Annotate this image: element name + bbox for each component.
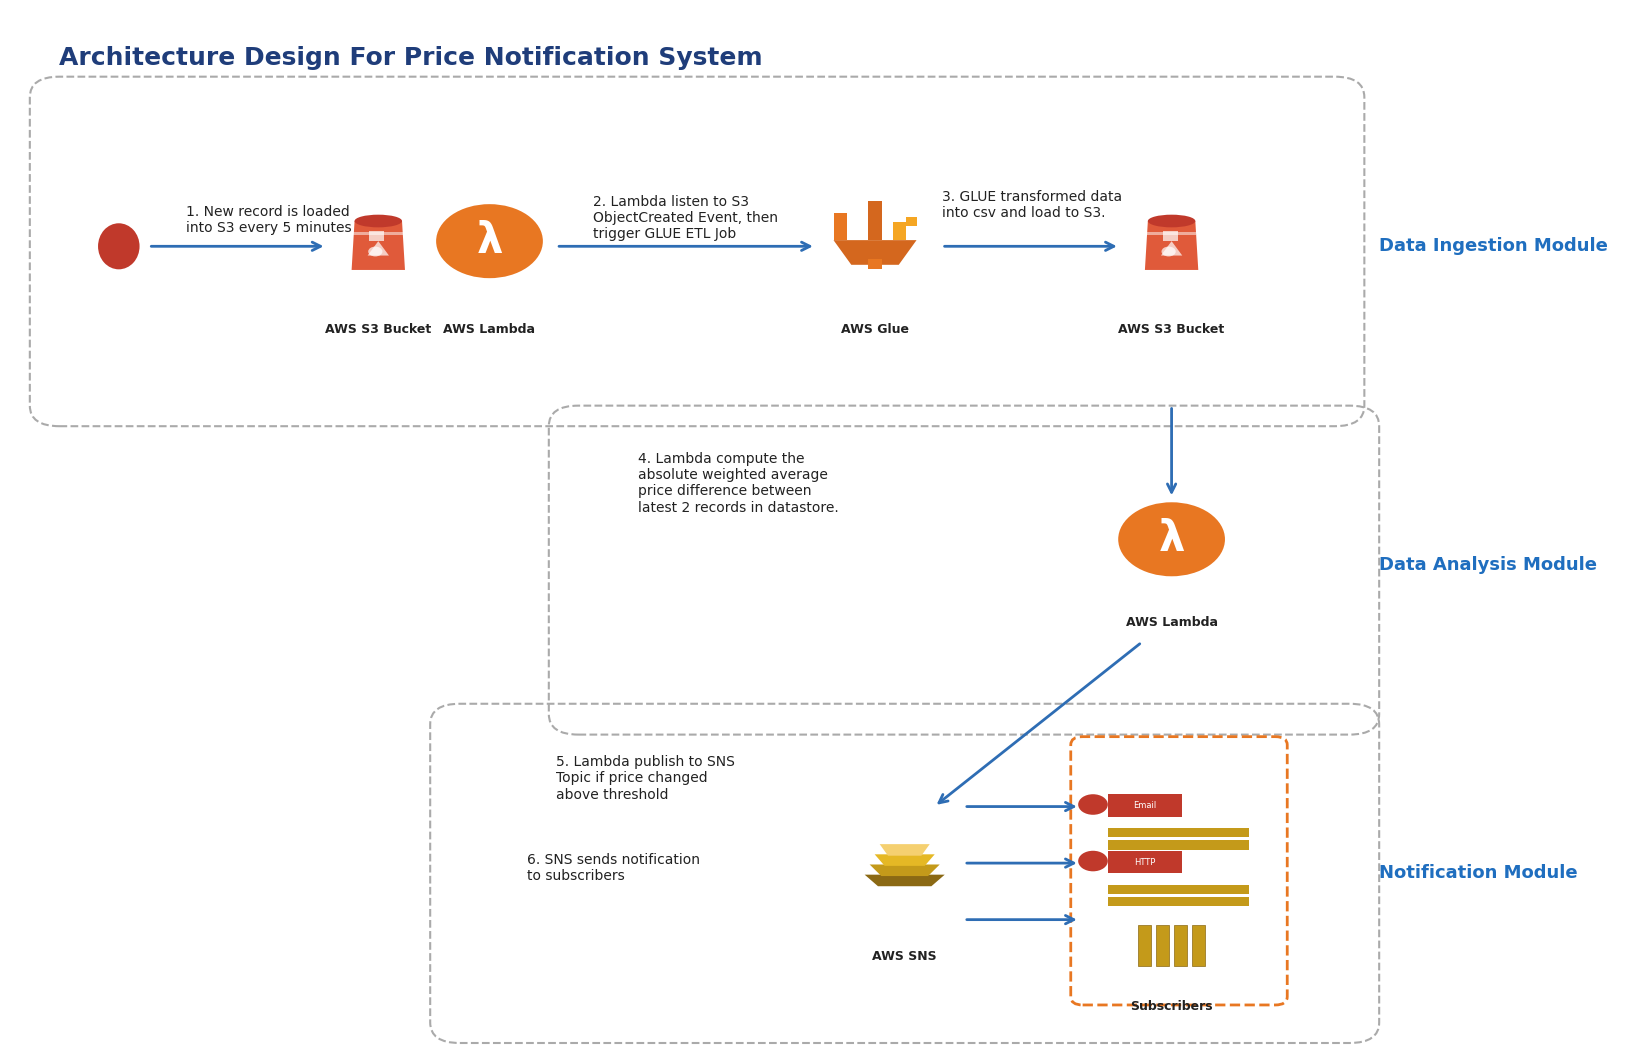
Text: Subscribers: Subscribers (1129, 1000, 1213, 1013)
Bar (1108, 884, 1247, 894)
Text: AWS SNS: AWS SNS (872, 950, 936, 964)
Polygon shape (1160, 241, 1182, 256)
Polygon shape (874, 854, 934, 865)
Text: 2. Lambda listen to S3
ObjectCreated Event, then
trigger GLUE ETL Job: 2. Lambda listen to S3 ObjectCreated Eve… (593, 195, 779, 241)
Bar (1108, 851, 1182, 874)
Text: HTTP: HTTP (1134, 858, 1155, 867)
Ellipse shape (354, 215, 402, 227)
Bar (1137, 925, 1151, 966)
Polygon shape (879, 844, 929, 856)
Text: AWS Lambda: AWS Lambda (443, 324, 536, 336)
Bar (1192, 925, 1205, 966)
Polygon shape (351, 221, 405, 270)
Bar (1108, 897, 1247, 907)
Text: Email: Email (1133, 801, 1155, 810)
Circle shape (1077, 851, 1108, 872)
Text: λ: λ (1157, 518, 1183, 561)
Text: 1. New record is loaded
into S3 every 5 minutes: 1. New record is loaded into S3 every 5 … (185, 205, 351, 235)
Bar (905, 217, 916, 225)
Bar (1162, 231, 1177, 241)
Ellipse shape (1147, 215, 1195, 227)
Text: AWS S3 Bucket: AWS S3 Bucket (325, 324, 431, 336)
Text: 3. GLUE transformed data
into csv and load to S3.: 3. GLUE transformed data into csv and lo… (941, 189, 1121, 220)
Bar (867, 258, 882, 269)
Polygon shape (367, 241, 388, 256)
Text: AWS Glue: AWS Glue (841, 324, 908, 336)
Text: Data Ingestion Module: Data Ingestion Module (1378, 237, 1608, 255)
Polygon shape (869, 864, 939, 876)
Text: Data Analysis Module: Data Analysis Module (1378, 557, 1596, 574)
Text: 6. SNS sends notification
to subscribers: 6. SNS sends notification to subscribers (526, 853, 700, 883)
Circle shape (369, 247, 382, 256)
Text: 4. Lambda compute the
absolute weighted average
price difference between
latest : 4. Lambda compute the absolute weighted … (638, 452, 838, 514)
Text: AWS Lambda: AWS Lambda (1124, 617, 1216, 630)
Bar (892, 221, 905, 240)
Bar (369, 231, 384, 241)
Bar (1108, 795, 1182, 817)
Text: 5. Lambda publish to SNS
Topic if price changed
above threshold: 5. Lambda publish to SNS Topic if price … (556, 755, 734, 802)
Bar (833, 214, 846, 240)
Text: λ: λ (475, 220, 503, 262)
Bar (1174, 925, 1187, 966)
Polygon shape (1144, 221, 1198, 270)
Circle shape (1118, 503, 1224, 577)
Polygon shape (833, 240, 916, 264)
Bar (1155, 925, 1169, 966)
Bar (1146, 232, 1196, 235)
Circle shape (1160, 247, 1175, 256)
Bar (1108, 840, 1247, 850)
Bar (867, 201, 882, 240)
Circle shape (436, 204, 543, 278)
Bar (352, 232, 403, 235)
Ellipse shape (98, 223, 139, 270)
Text: Architecture Design For Price Notification System: Architecture Design For Price Notificati… (59, 45, 762, 70)
Polygon shape (864, 875, 944, 887)
Bar (1108, 828, 1247, 837)
Circle shape (1077, 795, 1108, 815)
Text: Notification Module: Notification Module (1378, 864, 1577, 882)
Text: AWS S3 Bucket: AWS S3 Bucket (1118, 324, 1224, 336)
